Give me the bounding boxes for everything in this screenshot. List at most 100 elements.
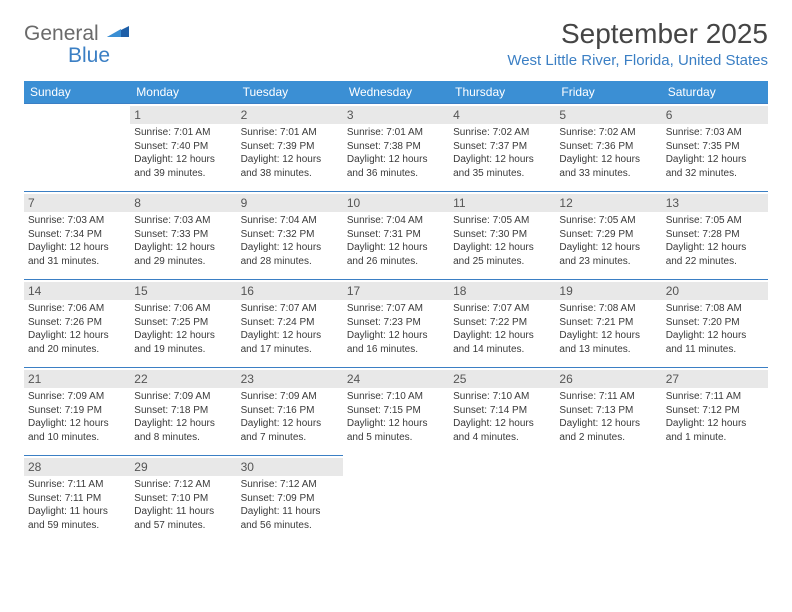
day-info: Sunrise: 7:12 AMSunset: 7:09 PMDaylight:… — [241, 478, 339, 532]
day-info: Sunrise: 7:07 AMSunset: 7:24 PMDaylight:… — [241, 302, 339, 356]
calendar-cell: 10Sunrise: 7:04 AMSunset: 7:31 PMDayligh… — [343, 192, 449, 280]
calendar-cell: 28 Sunrise: 7:11 AMSunset: 7:11 PMDayligh… — [24, 456, 130, 544]
day-info: Sunrise: 7:10 AMSunset: 7:15 PMDaylight:… — [347, 390, 445, 444]
calendar-cell: 1 Sunrise: 7:01 AMSunset: 7:40 PMDaylight… — [130, 104, 236, 192]
weekday-header: Friday — [555, 81, 661, 104]
calendar-cell: 26Sunrise: 7:11 AMSunset: 7:13 PMDayligh… — [555, 368, 661, 456]
header: General September 2025 West Little River… — [24, 18, 768, 69]
weekday-header: Tuesday — [237, 81, 343, 104]
calendar-cell: 19 Sunrise: 7:08 AMSunset: 7:21 PMDayligh… — [555, 280, 661, 368]
day-number: 2 — [237, 106, 343, 124]
day-number: 7 — [24, 194, 130, 212]
day-number: 4 — [449, 106, 555, 124]
calendar-cell: 13 Sunrise: 7:05 AMSunset: 7:28 PMDayligh… — [662, 192, 768, 280]
day-info: Sunrise: 7:06 AMSunset: 7:26 PMDaylight:… — [28, 302, 126, 356]
day-info: Sunrise: 7:07 AMSunset: 7:22 PMDaylight:… — [453, 302, 551, 356]
day-info: Sunrise: 7:04 AMSunset: 7:32 PMDaylight:… — [241, 214, 339, 268]
calendar-cell: 27 Sunrise: 7:11 AMSunset: 7:12 PMDayligh… — [662, 368, 768, 456]
day-info: Sunrise: 7:11 AMSunset: 7:11 PMDaylight:… — [28, 478, 126, 532]
day-number: 17 — [343, 282, 449, 300]
calendar-cell: 2 Sunrise: 7:01 AMSunset: 7:39 PMDaylight… — [237, 104, 343, 192]
day-info: Sunrise: 7:02 AMSunset: 7:37 PMDaylight:… — [453, 126, 551, 180]
calendar-cell: 8Sunrise: 7:03 AMSunset: 7:33 PMDaylight… — [130, 192, 236, 280]
day-info: Sunrise: 7:03 AMSunset: 7:33 PMDaylight:… — [134, 214, 232, 268]
calendar-row: 21 Sunrise: 7:09 AMSunset: 7:19 PMDayligh… — [24, 368, 768, 456]
day-number: 24 — [343, 370, 449, 388]
calendar-cell: 24 Sunrise: 7:10 AMSunset: 7:15 PMDayligh… — [343, 368, 449, 456]
calendar-cell: 25Sunrise: 7:10 AMSunset: 7:14 PMDayligh… — [449, 368, 555, 456]
day-number: 30 — [237, 458, 343, 476]
calendar-cell: 9 Sunrise: 7:04 AMSunset: 7:32 PMDaylight… — [237, 192, 343, 280]
day-info: Sunrise: 7:01 AMSunset: 7:39 PMDaylight:… — [241, 126, 339, 180]
calendar-cell — [24, 104, 130, 192]
day-info: Sunrise: 7:05 AMSunset: 7:30 PMDaylight:… — [453, 214, 551, 268]
day-info: Sunrise: 7:01 AMSunset: 7:40 PMDaylight:… — [134, 126, 232, 180]
day-number: 21 — [24, 370, 130, 388]
day-number: 5 — [555, 106, 661, 124]
weekday-header-row: Sunday Monday Tuesday Wednesday Thursday… — [24, 81, 768, 104]
day-info: Sunrise: 7:03 AMSunset: 7:35 PMDaylight:… — [666, 126, 764, 180]
day-info: Sunrise: 7:06 AMSunset: 7:25 PMDaylight:… — [134, 302, 232, 356]
calendar-cell: 18 Sunrise: 7:07 AMSunset: 7:22 PMDayligh… — [449, 280, 555, 368]
calendar-row: 28 Sunrise: 7:11 AMSunset: 7:11 PMDayligh… — [24, 456, 768, 544]
logo-mark-icon — [107, 23, 133, 46]
logo: General — [24, 22, 135, 46]
month-title: September 2025 — [507, 18, 768, 50]
day-number: 16 — [237, 282, 343, 300]
day-number: 19 — [555, 282, 661, 300]
day-info: Sunrise: 7:08 AMSunset: 7:21 PMDaylight:… — [559, 302, 657, 356]
day-number: 10 — [343, 194, 449, 212]
day-number: 23 — [237, 370, 343, 388]
calendar-row: 7 Sunrise: 7:03 AMSunset: 7:34 PMDaylight… — [24, 192, 768, 280]
location-subtitle: West Little River, Florida, United State… — [507, 52, 768, 69]
day-number: 1 — [130, 106, 236, 124]
day-info: Sunrise: 7:02 AMSunset: 7:36 PMDaylight:… — [559, 126, 657, 180]
calendar-cell: 14 Sunrise: 7:06 AMSunset: 7:26 PMDayligh… — [24, 280, 130, 368]
day-info: Sunrise: 7:09 AMSunset: 7:19 PMDaylight:… — [28, 390, 126, 444]
day-number: 6 — [662, 106, 768, 124]
day-info: Sunrise: 7:07 AMSunset: 7:23 PMDaylight:… — [347, 302, 445, 356]
calendar-cell — [662, 456, 768, 544]
calendar-cell: 23 Sunrise: 7:09 AMSunset: 7:16 PMDayligh… — [237, 368, 343, 456]
calendar-cell — [555, 456, 661, 544]
day-info: Sunrise: 7:12 AMSunset: 7:10 PMDaylight:… — [134, 478, 232, 532]
calendar-cell: 20 Sunrise: 7:08 AMSunset: 7:20 PMDayligh… — [662, 280, 768, 368]
day-info: Sunrise: 7:03 AMSunset: 7:34 PMDaylight:… — [28, 214, 126, 268]
day-info: Sunrise: 7:05 AMSunset: 7:29 PMDaylight:… — [559, 214, 657, 268]
calendar-cell — [343, 456, 449, 544]
weekday-header: Wednesday — [343, 81, 449, 104]
day-info: Sunrise: 7:10 AMSunset: 7:14 PMDaylight:… — [453, 390, 551, 444]
calendar-cell: 29 Sunrise: 7:12 AMSunset: 7:10 PMDayligh… — [130, 456, 236, 544]
day-number: 9 — [237, 194, 343, 212]
weekday-header: Sunday — [24, 81, 130, 104]
calendar-cell: 11Sunrise: 7:05 AMSunset: 7:30 PMDayligh… — [449, 192, 555, 280]
day-number: 13 — [662, 194, 768, 212]
day-number: 15 — [130, 282, 236, 300]
title-block: September 2025 West Little River, Florid… — [507, 18, 768, 69]
calendar-cell — [449, 456, 555, 544]
weekday-header: Saturday — [662, 81, 768, 104]
calendar-cell: 4 Sunrise: 7:02 AMSunset: 7:37 PMDaylight… — [449, 104, 555, 192]
calendar-table: Sunday Monday Tuesday Wednesday Thursday… — [24, 81, 768, 544]
day-number: 12 — [555, 194, 661, 212]
day-info: Sunrise: 7:09 AMSunset: 7:18 PMDaylight:… — [134, 390, 232, 444]
day-number: 27 — [662, 370, 768, 388]
calendar-row: 14 Sunrise: 7:06 AMSunset: 7:26 PMDayligh… — [24, 280, 768, 368]
day-number: 28 — [24, 458, 130, 476]
day-number: 3 — [343, 106, 449, 124]
calendar-cell: 6 Sunrise: 7:03 AMSunset: 7:35 PMDaylight… — [662, 104, 768, 192]
day-info: Sunrise: 7:05 AMSunset: 7:28 PMDaylight:… — [666, 214, 764, 268]
day-info: Sunrise: 7:11 AMSunset: 7:12 PMDaylight:… — [666, 390, 764, 444]
calendar-cell: 3Sunrise: 7:01 AMSunset: 7:38 PMDaylight… — [343, 104, 449, 192]
weekday-header: Monday — [130, 81, 236, 104]
calendar-cell: 15 Sunrise: 7:06 AMSunset: 7:25 PMDayligh… — [130, 280, 236, 368]
day-number: 22 — [130, 370, 236, 388]
day-number: 20 — [662, 282, 768, 300]
calendar-row: 1 Sunrise: 7:01 AMSunset: 7:40 PMDaylight… — [24, 104, 768, 192]
day-number: 29 — [130, 458, 236, 476]
day-number: 18 — [449, 282, 555, 300]
day-info: Sunrise: 7:08 AMSunset: 7:20 PMDaylight:… — [666, 302, 764, 356]
day-info: Sunrise: 7:09 AMSunset: 7:16 PMDaylight:… — [241, 390, 339, 444]
calendar-cell: 5 Sunrise: 7:02 AMSunset: 7:36 PMDaylight… — [555, 104, 661, 192]
day-number: 14 — [24, 282, 130, 300]
